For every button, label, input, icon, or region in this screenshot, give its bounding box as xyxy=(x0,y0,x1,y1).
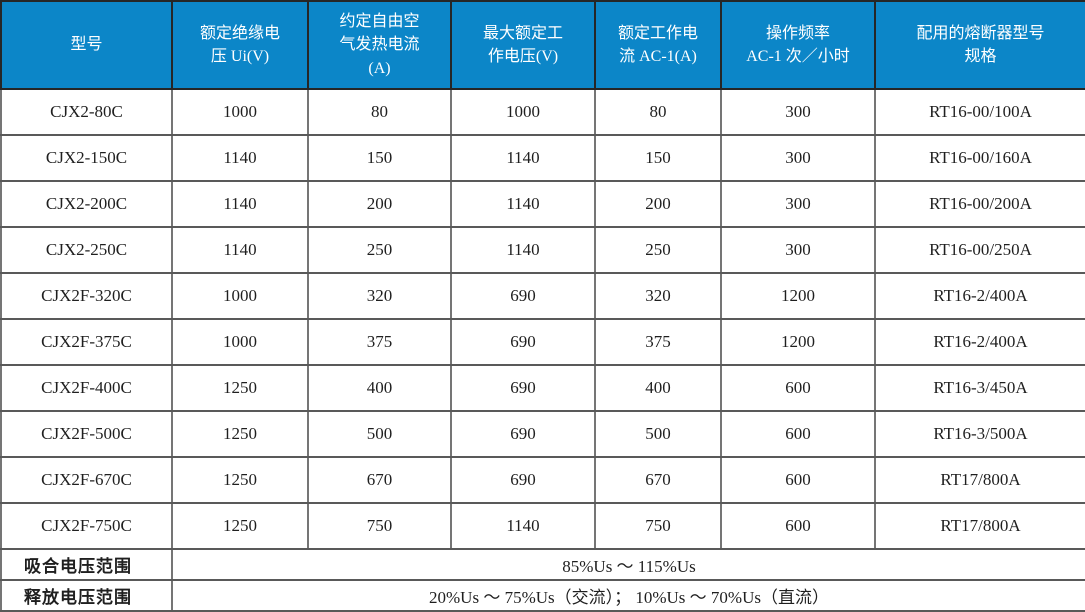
value-cell: RT16-00/100A xyxy=(874,88,1085,136)
header-row: 型号 额定绝缘电 压 Ui(V) 约定自由空 气发热电流 (A) 最大额定工 作… xyxy=(0,0,1085,90)
value-cell: 1140 xyxy=(171,180,309,228)
value-cell: 1140 xyxy=(450,180,596,228)
value-cell: 670 xyxy=(594,456,722,504)
value-cell: 750 xyxy=(307,502,452,550)
value-cell: 80 xyxy=(594,88,722,136)
value-cell: 300 xyxy=(720,180,876,228)
value-cell: 600 xyxy=(720,502,876,550)
footer-label-pickup: 吸合电压范围 xyxy=(0,548,173,581)
value-cell: 1200 xyxy=(720,272,876,320)
model-cell: CJX2F-400C xyxy=(0,364,173,412)
footer-row-release-voltage: 释放电压范围 20%Us ～ 75%Us（交流）； 10%Us ～ 70%Us（… xyxy=(0,579,1085,612)
value-cell: 400 xyxy=(594,364,722,412)
table-row: CJX2F-750C 1250 750 1140 750 600 RT17/800A xyxy=(0,502,1085,550)
value-cell: 690 xyxy=(450,410,596,458)
table-row: CJX2F-375C 1000 375 690 375 1200 RT16-2/400A xyxy=(0,318,1085,366)
model-cell: CJX2F-375C xyxy=(0,318,173,366)
table-row: CJX2F-670C 1250 670 690 670 600 RT17/800A xyxy=(0,456,1085,504)
table-row: CJX2-200C 1140 200 1140 200 300 RT16-00/200A xyxy=(0,180,1085,228)
model-cell: CJX2F-750C xyxy=(0,502,173,550)
value-cell: 1140 xyxy=(450,226,596,274)
value-cell: 670 xyxy=(307,456,452,504)
value-cell: 690 xyxy=(450,456,596,504)
footer-row-pickup-voltage: 吸合电压范围 85%Us ～ 115%Us xyxy=(0,548,1085,581)
value-cell: 500 xyxy=(594,410,722,458)
value-cell: 1140 xyxy=(171,226,309,274)
value-cell: 1000 xyxy=(171,88,309,136)
value-cell: RT17/800A xyxy=(874,502,1085,550)
value-cell: 300 xyxy=(720,134,876,182)
value-cell: 1000 xyxy=(450,88,596,136)
header-cell-thermal-current: 约定自由空 气发热电流 (A) xyxy=(307,0,452,90)
value-cell: 600 xyxy=(720,410,876,458)
value-cell: 690 xyxy=(450,272,596,320)
value-cell: 1250 xyxy=(171,502,309,550)
table-row: CJX2F-500C 1250 500 690 500 600 RT16-3/500A xyxy=(0,410,1085,458)
value-cell: 1250 xyxy=(171,410,309,458)
value-cell: 200 xyxy=(594,180,722,228)
footer-value-pickup: 85%Us ～ 115%Us xyxy=(171,548,1085,581)
table-body: CJX2-80C 1000 80 1000 80 300 RT16-00/100A CJX2-… xyxy=(0,88,1085,550)
header-cell-insulation-voltage: 额定绝缘电 压 Ui(V) xyxy=(171,0,309,90)
value-cell: RT17/800A xyxy=(874,456,1085,504)
footer-label-release: 释放电压范围 xyxy=(0,579,173,612)
value-cell: RT16-3/450A xyxy=(874,364,1085,412)
header-cell-max-voltage: 最大额定工 作电压(V) xyxy=(450,0,596,90)
value-cell: 80 xyxy=(307,88,452,136)
value-cell: 150 xyxy=(307,134,452,182)
value-cell: 1140 xyxy=(450,502,596,550)
value-cell: RT16-2/400A xyxy=(874,272,1085,320)
table-row: CJX2-250C 1140 250 1140 250 300 RT16-00/250A xyxy=(0,226,1085,274)
value-cell: RT16-2/400A xyxy=(874,318,1085,366)
model-cell: CJX2F-670C xyxy=(0,456,173,504)
table-row: CJX2-150C 1140 150 1140 150 300 RT16-00/160A xyxy=(0,134,1085,182)
value-cell: RT16-00/160A xyxy=(874,134,1085,182)
value-cell: 1000 xyxy=(171,272,309,320)
footer-value-release: 20%Us ～ 75%Us（交流）； 10%Us ～ 70%Us（直流） xyxy=(171,579,1085,612)
header-cell-rated-current: 额定工作电 流 AC-1(A) xyxy=(594,0,722,90)
value-cell: 1250 xyxy=(171,456,309,504)
header-cell-fuse-spec: 配用的熔断器型号 规格 xyxy=(874,0,1085,90)
value-cell: 1000 xyxy=(171,318,309,366)
model-cell: CJX2-80C xyxy=(0,88,173,136)
model-cell: CJX2F-320C xyxy=(0,272,173,320)
model-cell: CJX2F-500C xyxy=(0,410,173,458)
value-cell: 200 xyxy=(307,180,452,228)
value-cell: 320 xyxy=(307,272,452,320)
table-row: CJX2-80C 1000 80 1000 80 300 RT16-00/100A xyxy=(0,88,1085,136)
value-cell: 300 xyxy=(720,226,876,274)
value-cell: 375 xyxy=(594,318,722,366)
value-cell: 150 xyxy=(594,134,722,182)
value-cell: 600 xyxy=(720,364,876,412)
value-cell: 400 xyxy=(307,364,452,412)
model-cell: CJX2-250C xyxy=(0,226,173,274)
value-cell: 300 xyxy=(720,88,876,136)
table-row: CJX2F-400C 1250 400 690 400 600 RT16-3/450A xyxy=(0,364,1085,412)
value-cell: 1140 xyxy=(450,134,596,182)
model-cell: CJX2-200C xyxy=(0,180,173,228)
value-cell: 375 xyxy=(307,318,452,366)
value-cell: RT16-00/200A xyxy=(874,180,1085,228)
value-cell: 600 xyxy=(720,456,876,504)
value-cell: 250 xyxy=(307,226,452,274)
header-cell-model: 型号 xyxy=(0,0,173,90)
header-cell-op-frequency: 操作频率 AC-1 次／小时 xyxy=(720,0,876,90)
value-cell: 250 xyxy=(594,226,722,274)
value-cell: 500 xyxy=(307,410,452,458)
value-cell: 320 xyxy=(594,272,722,320)
table-row: CJX2F-320C 1000 320 690 320 1200 RT16-2/400A xyxy=(0,272,1085,320)
value-cell: 690 xyxy=(450,364,596,412)
value-cell: 690 xyxy=(450,318,596,366)
value-cell: RT16-3/500A xyxy=(874,410,1085,458)
value-cell: 750 xyxy=(594,502,722,550)
model-cell: CJX2-150C xyxy=(0,134,173,182)
value-cell: 1250 xyxy=(171,364,309,412)
value-cell: 1200 xyxy=(720,318,876,366)
value-cell: RT16-00/250A xyxy=(874,226,1085,274)
value-cell: 1140 xyxy=(171,134,309,182)
